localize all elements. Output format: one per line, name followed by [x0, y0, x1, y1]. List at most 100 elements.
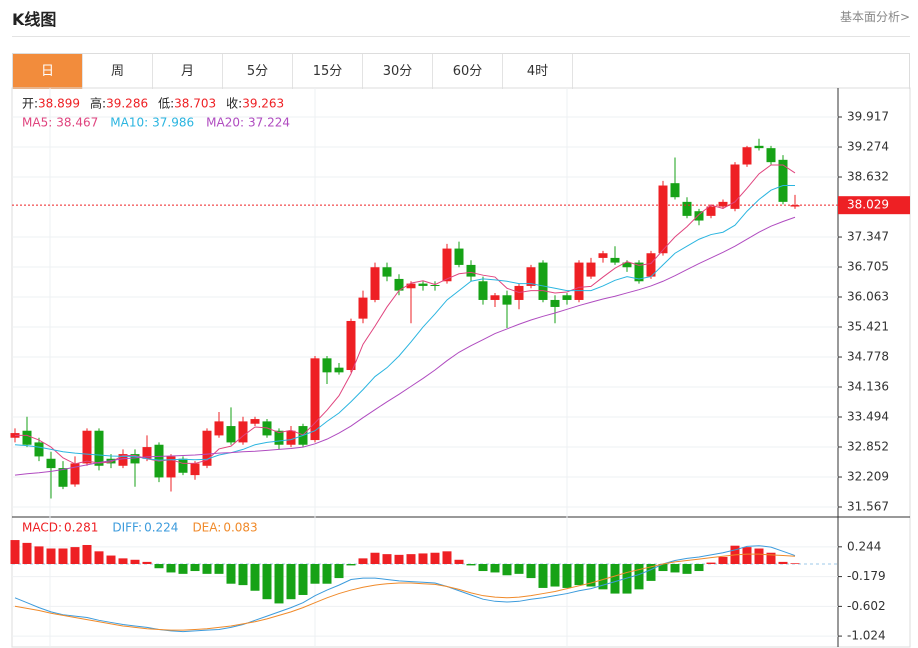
period-tab[interactable]: 60分: [433, 54, 503, 89]
macd-bar: [562, 563, 572, 588]
legend-text: MA10:: [110, 116, 148, 130]
y-tick-label: 34.778: [847, 350, 889, 364]
candle-body: [58, 468, 68, 487]
macd-bar: [502, 563, 512, 576]
y-tick-label: 35.421: [847, 319, 889, 333]
candle-body: [694, 211, 704, 221]
y-tick-label: 34.136: [847, 380, 889, 394]
period-tabs: 日周月 5分 15分 30分 60分 4时: [12, 53, 910, 89]
macd-bar: [394, 554, 404, 564]
chart-frame: [11, 87, 911, 648]
legend-text: 39.286: [106, 97, 148, 111]
candle-body: [214, 421, 224, 436]
candle-body: [682, 201, 692, 216]
legend-text: DEA:: [192, 521, 221, 535]
ma-line: [14, 185, 795, 461]
legend-text: 收:: [226, 97, 242, 111]
y-tick-label: 39.917: [847, 109, 889, 123]
period-tab[interactable]: 日: [13, 54, 83, 89]
macd-bar: [514, 563, 524, 574]
candle-body: [490, 295, 500, 300]
period-tab[interactable]: 月: [153, 54, 223, 89]
macd-bar: [694, 563, 704, 572]
macd-bar: [58, 548, 68, 564]
y-tick-label: 38.632: [847, 170, 889, 184]
macd-bar: [82, 544, 92, 564]
y-tick-label: 39.274: [847, 140, 889, 154]
separator: [12, 36, 910, 37]
macd-bar: [478, 563, 488, 572]
fundamental-link[interactable]: 基本面分析>: [839, 10, 910, 24]
macd-line: [14, 545, 796, 633]
y-tick-label: 36.063: [847, 290, 889, 304]
candle-body: [202, 430, 212, 466]
candle-body: [526, 267, 536, 286]
candle-body: [550, 299, 560, 307]
legend-text: 38.899: [38, 97, 80, 111]
y-tick-label: 32.209: [847, 470, 889, 484]
candle-body: [190, 463, 200, 476]
legend-text: 39.263: [242, 97, 284, 111]
macd-bar: [94, 551, 104, 564]
candle-body: [718, 201, 728, 207]
period-tab[interactable]: 4时: [503, 54, 573, 89]
period-tab[interactable]: 周: [83, 54, 153, 89]
macd-bar: [214, 563, 224, 574]
candle-body: [382, 267, 392, 277]
y-tick-label: 37.347: [847, 230, 889, 244]
candle-body: [670, 183, 680, 198]
period-tab[interactable]: 30分: [363, 54, 433, 89]
candle-body: [394, 278, 404, 291]
ma-line: [15, 164, 796, 465]
period-tab[interactable]: 15分: [293, 54, 363, 89]
macd-bar: [70, 547, 80, 564]
macd-bar: [322, 563, 332, 584]
candle-body: [34, 442, 44, 457]
candle-body: [430, 285, 440, 287]
candle-body: [706, 206, 716, 216]
macd-line: [14, 553, 796, 631]
last-price-box: [838, 196, 910, 215]
legend-text: 0.281: [64, 521, 98, 535]
y-tick-label: 31.567: [847, 500, 889, 514]
candle-body: [586, 262, 596, 277]
candle-body: [454, 248, 464, 265]
candle-body: [250, 419, 260, 424]
macd-bar: [586, 563, 596, 587]
candle-body: [466, 264, 476, 277]
y-tick-label: -1.024: [847, 629, 886, 643]
macd-bar: [526, 563, 536, 579]
macd-bar: [22, 542, 32, 564]
legend-text: 低:: [158, 97, 174, 111]
macd-bar: [634, 563, 644, 590]
candle-body: [82, 430, 92, 464]
macd-bar: [106, 555, 116, 564]
legend-text: 0.224: [144, 521, 178, 535]
period-tab[interactable]: 5分: [223, 54, 293, 89]
legend-text: MA5:: [22, 116, 52, 130]
macd-bar: [286, 563, 296, 600]
candle-body: [346, 320, 356, 371]
candle-body: [70, 463, 80, 485]
macd-bar: [118, 558, 128, 564]
macd-bar: [250, 563, 260, 591]
legend-text: DIFF:: [112, 521, 142, 535]
macd-bar: [538, 563, 548, 588]
candle-body: [94, 430, 104, 466]
macd-bar: [298, 563, 308, 595]
candle-body: [130, 454, 140, 464]
macd-bar: [382, 554, 392, 564]
candle-body: [322, 358, 332, 373]
candle-body: [166, 456, 176, 478]
macd-bar: [166, 563, 176, 573]
candle-body: [406, 283, 416, 289]
macd-bar: [178, 563, 188, 574]
candle-body: [730, 164, 740, 209]
candle-body: [622, 262, 632, 268]
macd-bar: [346, 563, 356, 566]
macd-bar: [742, 547, 752, 564]
ma-line: [14, 216, 796, 476]
legend-text: 开:: [22, 97, 38, 111]
